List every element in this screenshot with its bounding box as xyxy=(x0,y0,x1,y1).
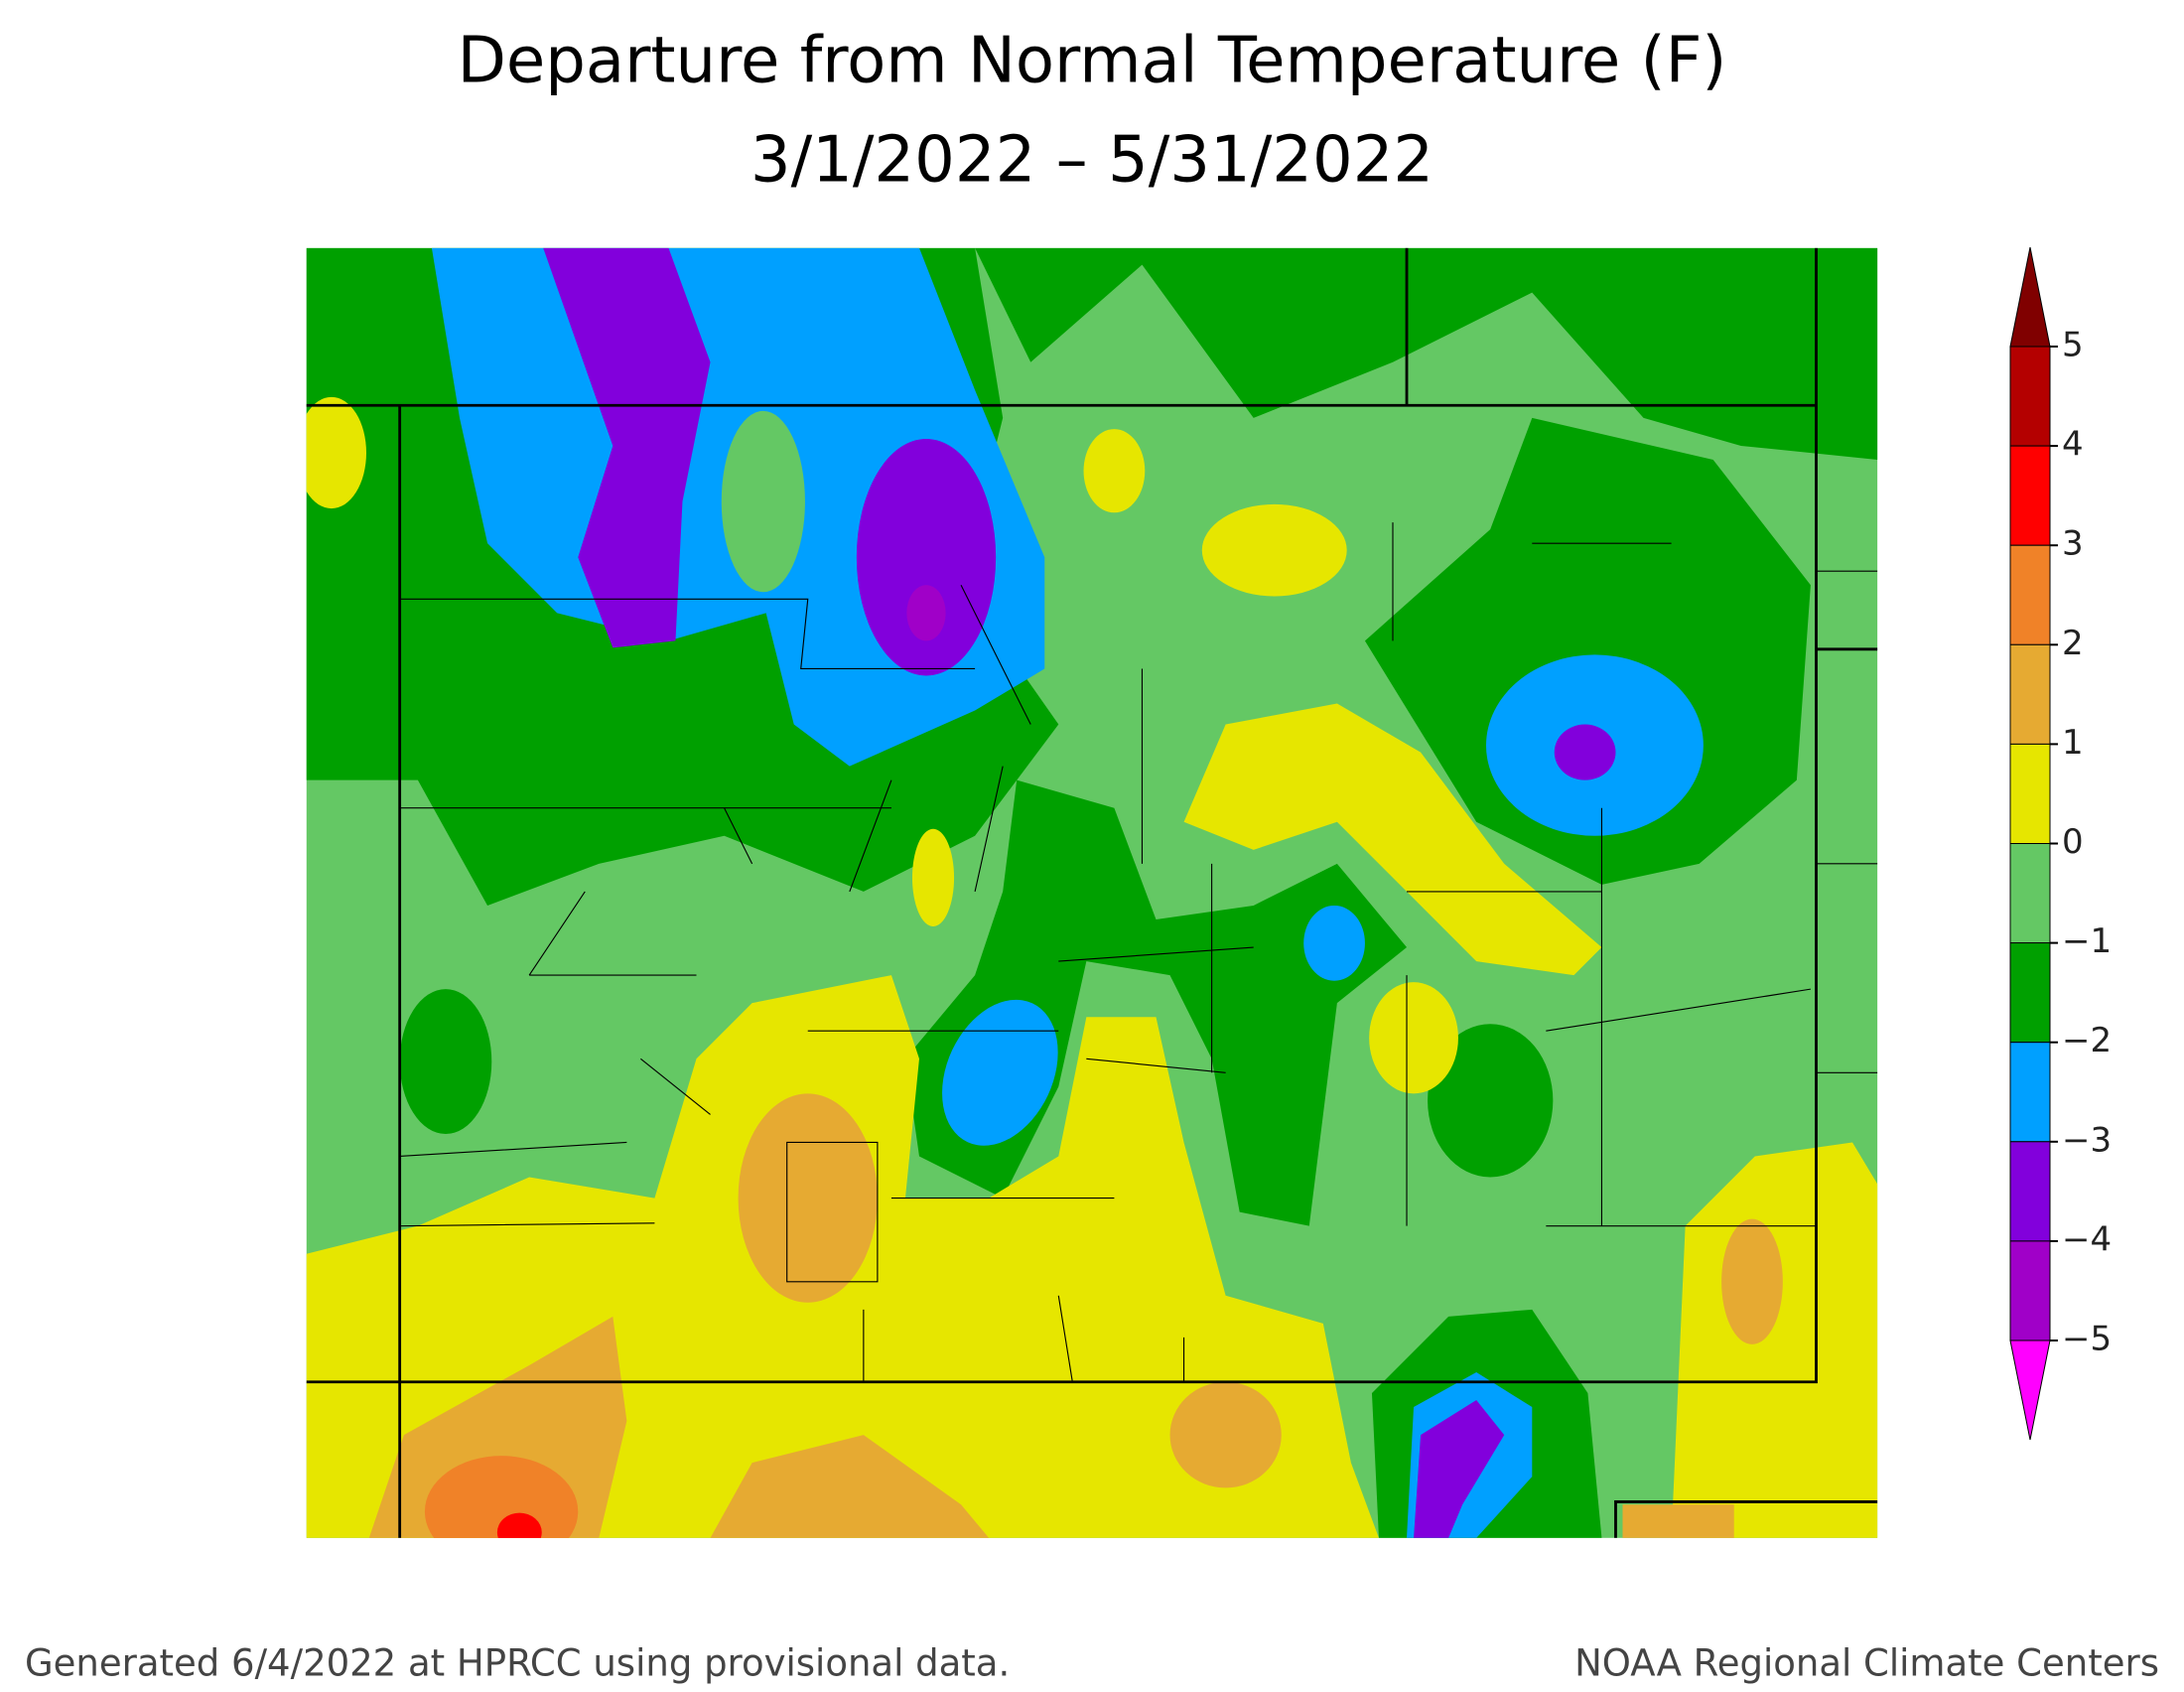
subtitle: 3/1/2022 – 5/31/2022 xyxy=(751,124,1433,198)
color-box xyxy=(2009,942,2051,1044)
contour-region xyxy=(1083,429,1146,513)
tick-label: 2 xyxy=(2062,624,2084,663)
tick-label: 0 xyxy=(2062,822,2084,862)
contour-region xyxy=(1428,1024,1554,1178)
contour-region xyxy=(1183,703,1602,976)
contour-region xyxy=(906,585,946,641)
under-triangle xyxy=(2009,1340,2051,1441)
contour-region xyxy=(543,247,711,648)
contour-region xyxy=(399,989,492,1135)
color-box xyxy=(2009,346,2051,447)
color-box xyxy=(2009,1042,2051,1143)
tick-label: −1 xyxy=(2062,921,2112,961)
color-box xyxy=(2009,643,2051,745)
tick-label: 1 xyxy=(2062,723,2084,763)
color-box xyxy=(2009,1240,2051,1341)
contour-region xyxy=(1671,1142,1878,1538)
color-box xyxy=(2009,743,2051,845)
contour-region xyxy=(306,396,366,509)
contour-region xyxy=(721,410,805,593)
color-bar: 5 4 3 2 1 0 −1 −2 −3 −4 −5 xyxy=(2009,246,2112,1441)
tick-label: −5 xyxy=(2062,1320,2112,1359)
contour-region xyxy=(1303,905,1365,981)
contour-region xyxy=(1554,724,1616,780)
footer-left: Generated 6/4/2022 at HPRCC using provis… xyxy=(25,1642,1010,1685)
contour-region xyxy=(856,438,997,676)
tick-label: 4 xyxy=(2062,425,2084,465)
tick-label: −2 xyxy=(2062,1021,2112,1060)
contour-region xyxy=(1369,982,1458,1094)
contour-region xyxy=(911,828,955,926)
footer-right: NOAA Regional Climate Centers xyxy=(1574,1642,2159,1685)
contour-region xyxy=(424,1456,579,1538)
color-box xyxy=(2009,1141,2051,1242)
contour-region xyxy=(710,1435,990,1538)
contour-region xyxy=(942,999,1058,1146)
over-triangle xyxy=(2009,246,2051,348)
contour-region xyxy=(1721,1218,1783,1344)
contour-region xyxy=(496,1512,542,1538)
color-box xyxy=(2009,544,2051,645)
tick-label: −4 xyxy=(2062,1219,2112,1259)
color-box xyxy=(2009,445,2051,546)
tick-label: −3 xyxy=(2062,1120,2112,1160)
map xyxy=(306,247,1878,1538)
title: Departure from Normal Temperature (F) xyxy=(458,25,1727,98)
contour-region xyxy=(738,1093,878,1303)
contour-region xyxy=(1169,1381,1282,1488)
contour-region xyxy=(1414,1400,1505,1538)
tick-label: 5 xyxy=(2062,326,2084,365)
color-box xyxy=(2009,843,2051,944)
contour-region xyxy=(1622,1504,1734,1538)
contour-region xyxy=(1201,503,1347,597)
tick-label: 3 xyxy=(2062,524,2084,564)
